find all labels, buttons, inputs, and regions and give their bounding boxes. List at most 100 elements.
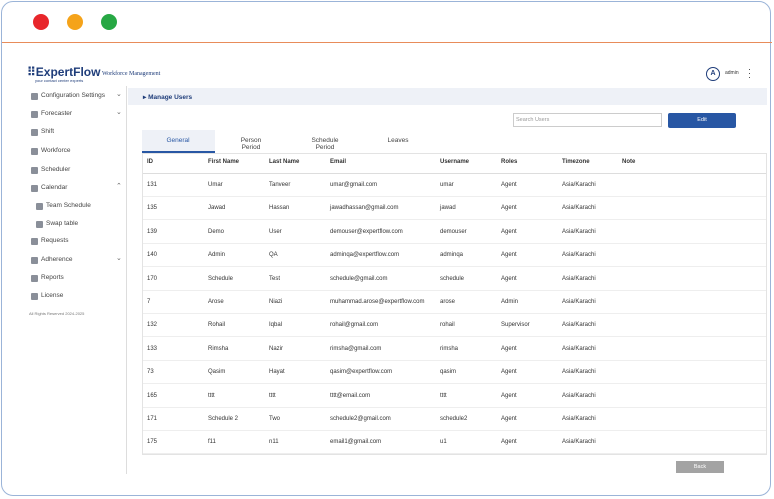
row-border <box>143 219 766 220</box>
table-cell: qasim@expertflow.com <box>330 369 392 375</box>
table-cell: Niazi <box>269 299 282 305</box>
divider <box>2 42 772 43</box>
sidebar-item[interactable]: Workforce <box>41 147 71 154</box>
avatar[interactable]: A <box>706 67 720 81</box>
chevron[interactable]: ⌄ <box>116 254 122 262</box>
table-cell: Agent <box>501 252 517 258</box>
sidebar-item[interactable]: Forecaster <box>41 110 72 117</box>
sidebar-border <box>126 86 127 474</box>
sidebar-item[interactable]: Requests <box>41 237 68 244</box>
table-cell: umar <box>440 182 454 188</box>
tab[interactable]: Person Period <box>231 137 271 151</box>
sidebar-item[interactable]: Scheduler <box>41 166 70 173</box>
sidebar-item[interactable]: Configuration Settings <box>41 92 105 99</box>
table-cell: jawadhassan@gmail.com <box>330 205 398 211</box>
sidebar-icon <box>31 93 38 100</box>
table-cell: 131 <box>147 182 157 188</box>
sidebar-item[interactable]: Shift <box>41 128 54 135</box>
chevron[interactable]: ⌄ <box>116 90 122 98</box>
tab[interactable]: Schedule Period <box>305 137 345 151</box>
row-border <box>143 360 766 361</box>
table-cell: Agent <box>501 393 517 399</box>
tab[interactable]: General <box>158 137 198 144</box>
sidebar-item[interactable]: Swap table <box>46 220 78 227</box>
table-cell: Supervisor <box>501 322 530 328</box>
row-border <box>143 407 766 408</box>
table-cell: Nazir <box>269 346 283 352</box>
column-header: Email <box>330 159 346 165</box>
search-input[interactable]: Search Users <box>513 113 662 127</box>
table-cell: Iqbal <box>269 322 282 328</box>
table-cell: demouser <box>440 229 467 235</box>
column-header: Roles <box>501 159 517 165</box>
table-cell: Asia/Karachi <box>562 252 596 258</box>
sidebar-icon <box>31 148 38 155</box>
table-cell: muhammad.arose@expertflow.com <box>330 299 424 305</box>
table-cell: 135 <box>147 205 157 211</box>
edit-button[interactable]: Edit <box>668 113 736 128</box>
sidebar-footer: All Rights Reserved 2024-2025 <box>29 311 84 316</box>
sidebar-icon <box>31 275 38 282</box>
chevron[interactable]: ⌄ <box>116 108 122 116</box>
table-cell: rimsha <box>440 346 458 352</box>
table-cell: 170 <box>147 276 157 282</box>
table-cell: umar@gmail.com <box>330 182 377 188</box>
table-cell: Asia/Karachi <box>562 439 596 445</box>
table-cell: Asia/Karachi <box>562 346 596 352</box>
menu[interactable]: ··· <box>748 67 751 79</box>
sidebar-item[interactable]: Team Schedule <box>46 202 91 209</box>
table-cell: Schedule 2 <box>208 416 238 422</box>
table-cell: Schedule <box>208 276 233 282</box>
table-cell: Asia/Karachi <box>562 322 596 328</box>
sidebar-item[interactable]: Adherence <box>41 256 72 263</box>
table-cell: 171 <box>147 416 157 422</box>
sidebar-icon <box>31 111 38 118</box>
tagline: your contact center experts <box>35 78 83 83</box>
table-cell: Jawad <box>208 205 225 211</box>
column-header: ID <box>147 159 153 165</box>
user-name[interactable]: admin <box>725 70 739 76</box>
table-cell: demouser@expertflow.com <box>330 229 403 235</box>
table-cell: schedule <box>440 276 464 282</box>
table-cell: Asia/Karachi <box>562 182 596 188</box>
table-cell: QA <box>269 252 278 258</box>
table-cell: schedule@gmail.com <box>330 276 387 282</box>
table-cell: adminqa <box>440 252 463 258</box>
row-border <box>143 266 766 267</box>
logo-text: ExpertFlow <box>36 65 101 79</box>
row-border <box>143 290 766 291</box>
minimize-dot[interactable] <box>67 14 83 30</box>
chevron[interactable]: ⌃ <box>116 182 122 190</box>
table-cell: 73 <box>147 369 154 375</box>
maximize-dot[interactable] <box>101 14 117 30</box>
table-cell: Rohail <box>208 322 225 328</box>
table-cell: 175 <box>147 439 157 445</box>
table-cell: Hayat <box>269 369 285 375</box>
table-cell: n11 <box>269 439 279 445</box>
column-header: Username <box>440 159 469 165</box>
table-cell: Tanveer <box>269 182 290 188</box>
header-border <box>143 173 766 174</box>
table-cell: Agent <box>501 205 517 211</box>
sidebar-item[interactable]: Calendar <box>41 184 67 191</box>
table-cell: Two <box>269 416 280 422</box>
table-cell: arose <box>440 299 455 305</box>
column-header: Timezone <box>562 159 590 165</box>
table-cell: Rimsha <box>208 346 228 352</box>
tab[interactable]: Leaves <box>378 137 418 144</box>
table-cell: Asia/Karachi <box>562 276 596 282</box>
close-dot[interactable] <box>33 14 49 30</box>
sidebar-icon <box>31 167 38 174</box>
breadcrumb-text: Manage Users <box>148 94 192 101</box>
sidebar-item[interactable]: Reports <box>41 274 64 281</box>
sidebar-icon <box>36 221 43 228</box>
table-cell: Admin <box>208 252 225 258</box>
table-cell: Admin <box>501 299 518 305</box>
table-cell: jawad <box>440 205 456 211</box>
sidebar-item[interactable]: License <box>41 292 63 299</box>
back-button[interactable]: Back <box>676 461 724 473</box>
sidebar-icon <box>31 257 38 264</box>
table-cell: Asia/Karachi <box>562 229 596 235</box>
sidebar-icon <box>31 185 38 192</box>
